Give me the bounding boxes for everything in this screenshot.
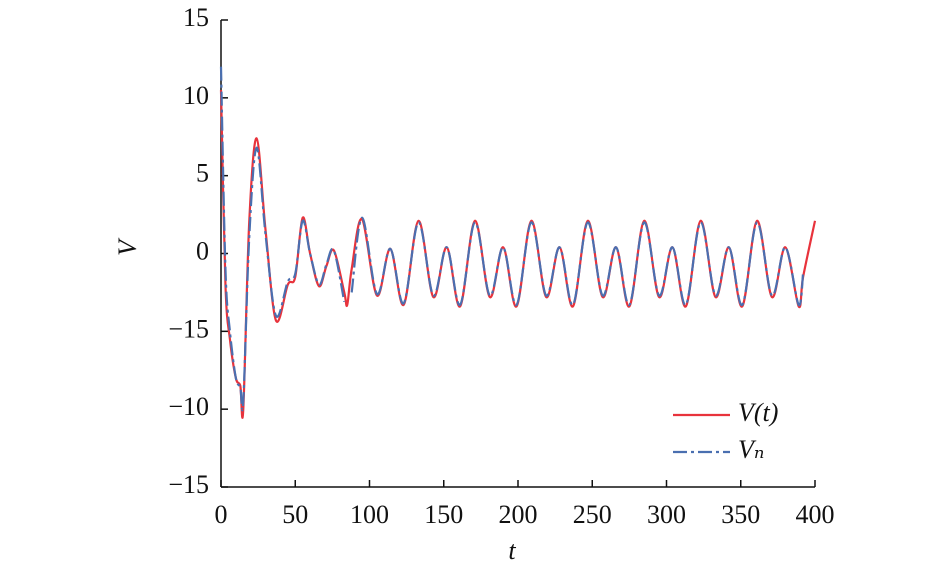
x-tick-label: 350 [721, 500, 760, 529]
x-tick-label: 250 [573, 500, 612, 529]
y-tick-label: 15 [183, 3, 209, 32]
x-tick-label: 200 [499, 500, 538, 529]
x-tick-label: 100 [350, 500, 389, 529]
x-tick-label: 300 [647, 500, 686, 529]
y-axis-label: V [113, 237, 142, 256]
series-line [350, 216, 805, 306]
legend-label: V(t) [738, 398, 778, 427]
x-tick-label: 0 [215, 500, 228, 529]
legend-label: Vₙ [738, 435, 764, 464]
y-tick-label: −15 [168, 314, 209, 343]
series-line [219, 66, 346, 412]
y-tick-label: 0 [196, 236, 209, 265]
y-tick-label: −10 [168, 392, 209, 421]
x-axis-label: t [508, 536, 516, 565]
y-tick-label: −15 [168, 470, 209, 499]
x-tick-label: 50 [282, 500, 308, 529]
x-tick-label: 400 [796, 500, 835, 529]
y-tick-label: 5 [196, 159, 209, 188]
y-tick-label: 10 [183, 81, 209, 110]
x-tick-label: 150 [424, 500, 463, 529]
